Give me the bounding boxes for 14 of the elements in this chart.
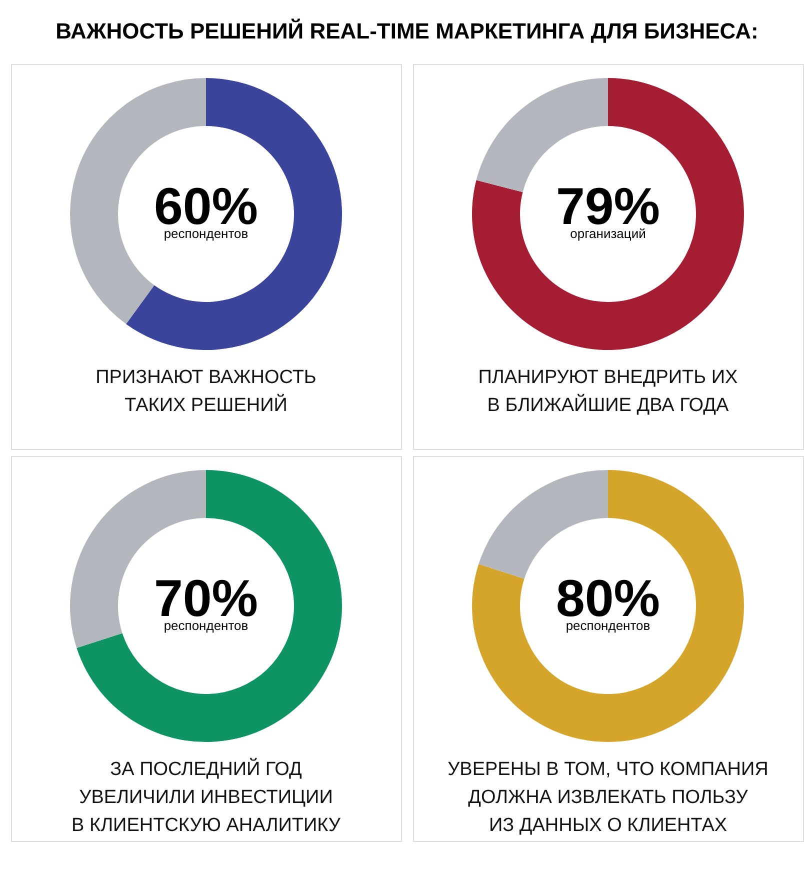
donut-slice <box>472 78 744 350</box>
text: ВАЖНОСТЬ РЕШЕНИЙ REAL-TIME МАРКЕТИНГА ДЛЯ БИЗНЕСА: <box>56 18 758 44</box>
text: ЗА ПОСЛЕДНИЙ ГОД УВЕЛИЧИЛИ ИНВЕСТИЦИИ В КЛИЕНТСКУЮ АНАЛИТИКУ <box>72 757 342 836</box>
text: респондентов <box>566 618 650 633</box>
text: респондентов <box>164 226 248 241</box>
donut-slice <box>126 78 342 350</box>
text: ПРИЗНАЮТ ВАЖНОСТЬ ТАКИХ РЕШЕНИЙ <box>96 367 316 416</box>
donut-slice <box>76 470 342 742</box>
text: ПЛАНИРУЮТ ВНЕДРИТЬ ИХ В БЛИЖАЙШИЕ ДВА ГОДА <box>478 367 738 416</box>
text: респондентов <box>164 618 248 633</box>
text: организаций <box>570 226 646 241</box>
donut-slice <box>478 470 608 579</box>
donut-slice <box>472 470 744 742</box>
text: УВЕРЕНЫ В ТОМ, ЧТО КОМПАНИЯ ДОЛЖНА ИЗВЛЕКАТЬ ПОЛЬЗУ ИЗ ДАННЫХ О КЛИЕНТАХ <box>448 759 768 836</box>
